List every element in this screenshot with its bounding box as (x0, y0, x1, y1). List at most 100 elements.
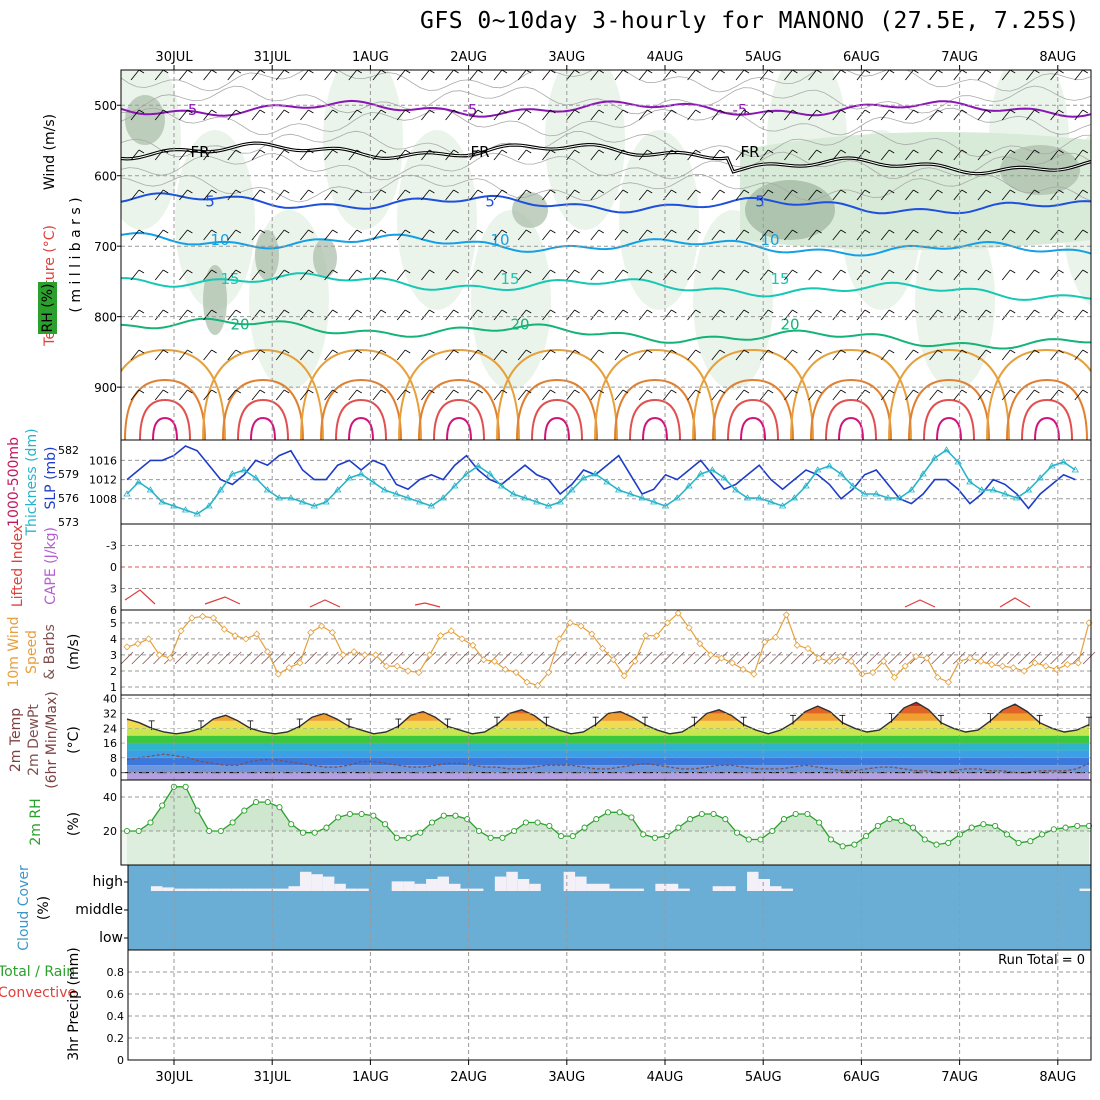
rh-point (1062, 824, 1069, 831)
wind-barb-flag (501, 149, 508, 154)
surface-wind-barb (293, 651, 307, 665)
surface-wind-barb (650, 651, 663, 665)
wind-barb (832, 149, 842, 161)
wind-barb (566, 389, 575, 401)
wind-barb-flag (356, 109, 363, 114)
thickness-point (755, 494, 763, 501)
wind-speed-point (804, 644, 812, 653)
wind-barb (784, 309, 793, 321)
wind-barb-flag (525, 309, 532, 314)
rh-tick-label: 40 (103, 791, 117, 804)
wind-barb (275, 189, 285, 201)
wind-barb (566, 189, 575, 201)
thickness-point (158, 498, 166, 505)
high-cloud-bar (655, 883, 667, 891)
wind-barb (275, 70, 285, 81)
wind-barb (1050, 269, 1059, 281)
wind-barb-flag (235, 189, 242, 194)
thickness-point (228, 470, 237, 477)
wind-barb (203, 349, 212, 361)
warm-contour (446, 416, 472, 440)
wind-barb-flag (1058, 349, 1064, 354)
wind-barb-flag (332, 349, 338, 354)
wind-speed-point (209, 614, 218, 622)
warm-contour (692, 348, 814, 440)
wind-barb (880, 269, 890, 281)
wind-barb-flag (138, 389, 145, 394)
wind-barb-flag (211, 229, 217, 234)
wind-barb (348, 70, 358, 81)
wind-barb-flag (792, 149, 798, 154)
surface-wind-barb (639, 651, 653, 665)
thickness-point (977, 486, 986, 493)
wind-speed-point (534, 681, 542, 689)
wind-barb-flag (719, 149, 726, 154)
wind-barb-flag (767, 309, 774, 314)
wind-barb (227, 349, 237, 361)
temperature-band (127, 772, 1089, 780)
rh-contour (121, 70, 1091, 93)
high-cloud-bar (208, 888, 220, 891)
wind-barb (517, 349, 527, 361)
rh-base-fill (121, 831, 1091, 865)
wind-barb-flag (356, 229, 363, 234)
warm-contour (139, 398, 191, 440)
wind-barb (929, 389, 938, 401)
wind-barb (203, 149, 212, 161)
wind-barb (638, 389, 648, 401)
wind-barb-flag (211, 109, 217, 114)
high-cloud-bar (345, 888, 358, 891)
wind-barb-flag (1082, 309, 1089, 314)
wind-speed-point (307, 628, 315, 637)
thickness-point (334, 486, 342, 493)
wind-barb-flag (380, 389, 387, 394)
wind-barb (977, 349, 987, 361)
wind-barb-flag (283, 269, 290, 274)
wind-speed-point (642, 632, 650, 640)
thickness-point (568, 486, 576, 493)
surface-wind-barb (174, 651, 188, 665)
wind-barb (275, 109, 285, 121)
warm-contour (790, 348, 912, 440)
wind-barb (469, 189, 479, 201)
wind-barb-flag (792, 349, 798, 354)
wind-barb (179, 309, 188, 321)
date-label-top: 3AUG (548, 50, 585, 65)
wind-barb (735, 349, 745, 361)
wind-barb (832, 229, 842, 241)
rh-point (792, 810, 799, 818)
wind-barb-flag (888, 309, 895, 314)
wind-barb-flag (429, 189, 435, 194)
rh-point (534, 819, 541, 826)
wind-barb (251, 309, 261, 321)
rh-label: RH (%) (40, 284, 56, 333)
wind-speed-point (1009, 664, 1017, 672)
high-cloud-bar (678, 888, 690, 891)
cloud-panel-labels: Cloud Cover (%) (16, 865, 52, 951)
wind-barb-flag (767, 149, 774, 154)
rh-label-box (38, 282, 57, 334)
wind-barb-flag (767, 189, 774, 194)
wind-speed-point (436, 632, 445, 640)
date-label-top: 2AUG (450, 50, 487, 65)
wind-barb-flag (743, 149, 750, 154)
rh-point (546, 822, 553, 829)
slp-tick-label: 1008 (89, 493, 117, 506)
wind-barb (1050, 70, 1059, 81)
rh-point (569, 833, 576, 840)
wind-barb (735, 109, 745, 121)
wind-barb (324, 149, 333, 161)
wind-barb (1050, 349, 1059, 361)
rh-point (229, 819, 236, 826)
rh-point (722, 816, 729, 823)
rh-point (863, 833, 870, 840)
rh-point (581, 824, 588, 831)
wind-barb (469, 229, 479, 241)
precip-tick-label: 0.8 (107, 966, 125, 979)
surface-wind-barb (282, 651, 296, 665)
temperature-band (127, 706, 1089, 714)
wind-barb (1001, 149, 1011, 161)
wind-barb-flag (550, 109, 556, 114)
wind-speed-point (544, 668, 553, 677)
freezing-level-line-inner (121, 142, 1091, 175)
